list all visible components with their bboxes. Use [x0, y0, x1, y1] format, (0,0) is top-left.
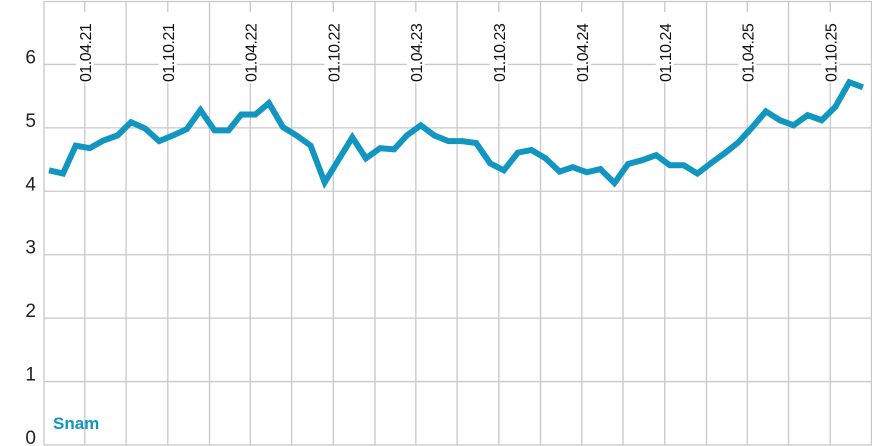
series-label-snam: Snam: [53, 414, 99, 433]
x-tick-label-background: [324, 12, 343, 83]
x-tick-label-background: [158, 12, 177, 83]
x-tick-label: 01.10.22: [326, 23, 343, 82]
y-tick-label: 3: [25, 238, 36, 259]
x-tick-label: 01.10.21: [161, 23, 178, 82]
x-tick-label-background: [655, 12, 674, 83]
x-tick-label-background: [406, 12, 425, 83]
y-tick-labels: 0 1 2 3 4 5 6: [25, 47, 36, 446]
x-tick-label: 01.04.21: [78, 23, 95, 82]
y-tick-label: 6: [25, 47, 36, 68]
y-tick-label: 1: [25, 365, 36, 386]
x-tick-label-background: [821, 12, 840, 83]
x-tick-label-background: [241, 12, 260, 83]
x-tick-label: 01.10.25: [823, 23, 840, 82]
x-tick-label-background: [489, 12, 508, 83]
x-tick-label-background: [738, 12, 757, 83]
series-line-snam: [48, 78, 864, 190]
x-tick-label-background: [572, 12, 591, 83]
x-tick-label: 01.04.24: [575, 23, 592, 82]
x-tick-labels: 01.04.21 01.10.21 01.04.22 01.10.22 01.04.23…: [75, 12, 840, 83]
x-tick-label: 01.10.23: [492, 23, 509, 82]
y-tick-label: 0: [25, 428, 36, 446]
y-tick-label: 5: [25, 111, 36, 132]
y-tick-label: 2: [25, 301, 36, 322]
x-tick-label-background: [75, 12, 94, 83]
series-lines: [48, 78, 864, 190]
y-tick-label: 4: [25, 174, 36, 195]
x-tick-label: 01.04.25: [740, 23, 757, 82]
x-tick-label: 01.04.23: [409, 23, 426, 82]
x-tick-label: 01.04.22: [243, 23, 260, 82]
x-tick-label: 01.10.24: [658, 23, 675, 82]
horizontal-gridlines: [44, 0, 872, 446]
